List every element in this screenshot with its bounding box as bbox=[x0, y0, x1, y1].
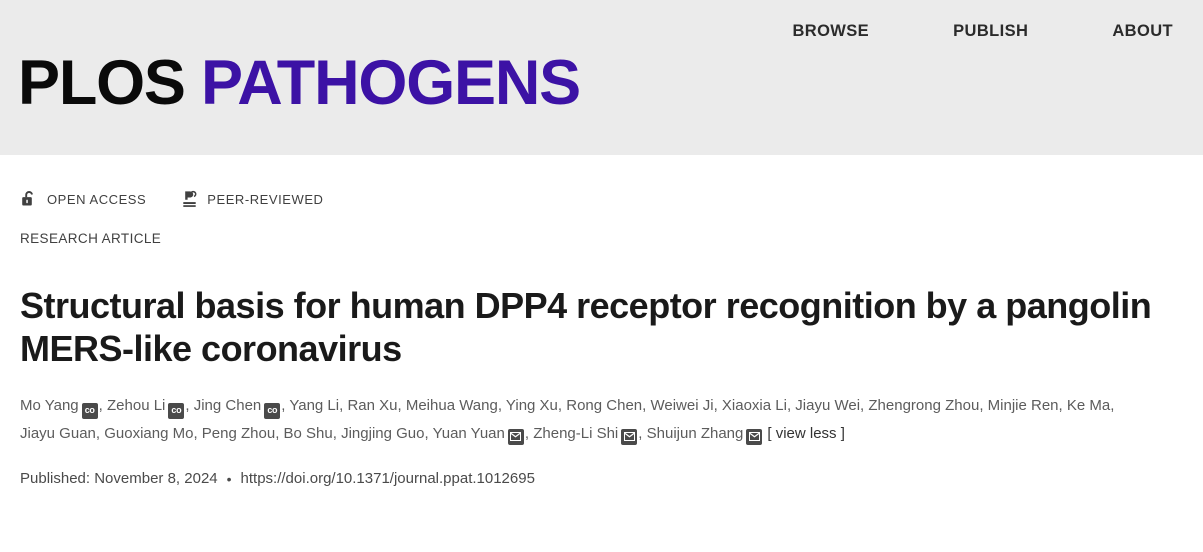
co-first-author-icon[interactable]: co bbox=[168, 402, 185, 419]
author-separator: , bbox=[638, 425, 647, 443]
article-badges: OPEN ACCESS PEER-REVIEWED bbox=[20, 189, 1183, 209]
author-separator: , bbox=[979, 397, 988, 415]
site-masthead: BROWSE PUBLISH ABOUT PLOS PATHOGENS bbox=[0, 0, 1203, 155]
nav-publish[interactable]: PUBLISH bbox=[953, 22, 1029, 40]
view-less-toggle[interactable]: [ view less ] bbox=[767, 425, 845, 443]
author-name[interactable]: Minjie Ren bbox=[987, 397, 1059, 415]
author-name[interactable]: Bo Shu bbox=[283, 425, 333, 443]
author-name[interactable]: Ke Ma bbox=[1066, 397, 1111, 415]
author-name[interactable]: Zehou Li bbox=[107, 397, 166, 415]
author-name[interactable]: Peng Zhou bbox=[201, 425, 276, 443]
author-name[interactable]: Ran Xu bbox=[347, 397, 398, 415]
peer-review-stamp-icon bbox=[180, 189, 198, 209]
author-separator: , bbox=[860, 397, 869, 415]
author-name[interactable]: Weiwei Ji bbox=[650, 397, 714, 415]
published-date: Published: November 8, 2024 bbox=[20, 470, 218, 488]
author-separator: , bbox=[1058, 397, 1067, 415]
author-name[interactable]: Guoxiang Mo bbox=[104, 425, 194, 443]
author-separator: , bbox=[339, 397, 348, 415]
peer-reviewed-badge[interactable]: PEER-REVIEWED bbox=[180, 189, 323, 209]
nav-about[interactable]: ABOUT bbox=[1112, 22, 1173, 40]
open-access-label: OPEN ACCESS bbox=[47, 191, 147, 207]
author-separator: , bbox=[642, 397, 651, 415]
corresponding-author-mail-icon[interactable] bbox=[507, 428, 524, 445]
open-lock-icon bbox=[20, 189, 38, 209]
author-separator: , bbox=[98, 397, 107, 415]
author-name[interactable]: Yuan Yuan bbox=[432, 425, 505, 443]
peer-reviewed-label: PEER-REVIEWED bbox=[207, 191, 324, 207]
author-name[interactable]: Rong Chen bbox=[566, 397, 643, 415]
author-separator: , bbox=[281, 397, 290, 415]
nav-browse[interactable]: BROWSE bbox=[792, 22, 870, 40]
author-separator: , bbox=[713, 397, 722, 415]
author-separator: , bbox=[424, 425, 433, 443]
article-header: OPEN ACCESS PEER-REVIEWED RESEARCH ARTIC… bbox=[0, 189, 1203, 487]
publication-separator: • bbox=[226, 470, 232, 487]
publication-info: Published: November 8, 2024 • https://do… bbox=[20, 470, 1183, 487]
author-separator: , bbox=[497, 397, 506, 415]
author-separator: , bbox=[193, 425, 202, 443]
logo-publisher-text: PLOS bbox=[18, 48, 186, 118]
author-name[interactable]: Yang Li bbox=[289, 397, 340, 415]
author-name[interactable]: Jiayu Wei bbox=[795, 397, 861, 415]
author-separator: , bbox=[275, 425, 284, 443]
co-first-author-icon[interactable]: co bbox=[81, 402, 98, 419]
author-name[interactable]: Zhengrong Zhou bbox=[868, 397, 980, 415]
author-name[interactable]: Jiayu Guan bbox=[20, 425, 96, 443]
author-name[interactable]: Xiaoxia Li bbox=[721, 397, 787, 415]
author-name[interactable]: Meihua Wang bbox=[405, 397, 498, 415]
author-separator: , bbox=[332, 425, 342, 443]
plos-pathogens-logo[interactable]: PLOS PATHOGENS bbox=[18, 52, 581, 115]
author-name[interactable]: Zheng-Li Shi bbox=[533, 425, 619, 443]
author-name[interactable]: Ying Xu bbox=[505, 397, 558, 415]
doi-link[interactable]: https://doi.org/10.1371/journal.ppat.101… bbox=[240, 470, 535, 488]
page-title: Structural basis for human DPP4 receptor… bbox=[20, 285, 1152, 370]
author-separator: , bbox=[524, 425, 534, 443]
author-list: Mo Yang co, Zehou Li co, Jing Chen co, Yang… bbox=[20, 392, 1183, 448]
author-name[interactable]: Jingjing Guo bbox=[341, 425, 425, 443]
corresponding-author-mail-icon[interactable] bbox=[746, 428, 763, 445]
author-separator: , bbox=[557, 397, 567, 415]
open-access-badge[interactable]: OPEN ACCESS bbox=[20, 189, 146, 209]
author-separator: , bbox=[95, 425, 105, 443]
author-name[interactable]: Jing Chen bbox=[193, 397, 262, 415]
author-separator: , bbox=[786, 397, 796, 415]
author-name[interactable]: Mo Yang bbox=[20, 397, 79, 415]
corresponding-author-mail-icon[interactable] bbox=[621, 428, 638, 445]
article-type-label: RESEARCH ARTICLE bbox=[20, 231, 162, 246]
author-separator: , bbox=[1110, 397, 1115, 415]
main-navigation: BROWSE PUBLISH ABOUT bbox=[792, 22, 1173, 41]
author-separator: , bbox=[185, 397, 194, 415]
co-first-author-icon[interactable]: co bbox=[264, 402, 281, 419]
author-name[interactable]: Shuijun Zhang bbox=[646, 425, 744, 443]
author-separator: , bbox=[397, 397, 406, 415]
logo-journal-text: PATHOGENS bbox=[201, 48, 581, 118]
